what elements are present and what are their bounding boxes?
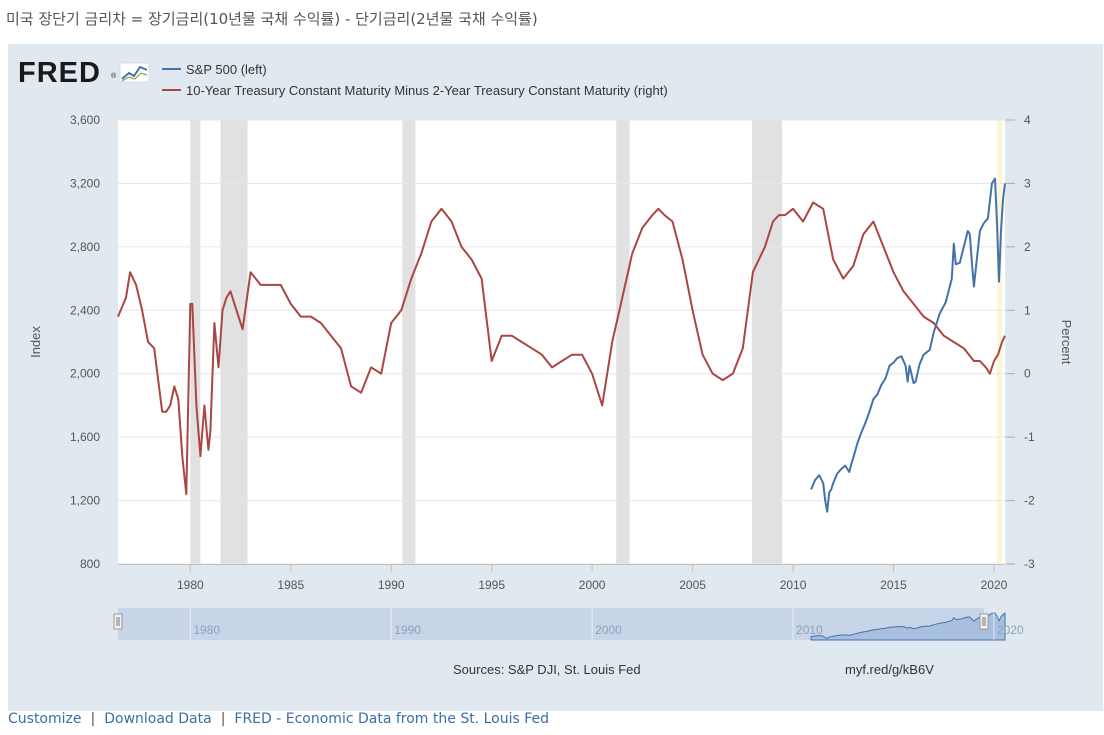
footer-separator: | [220, 711, 226, 727]
sources-text: Sources: S&P DJI, St. Louis Fed [453, 662, 641, 677]
left-tick-label: 1,200 [70, 494, 100, 508]
legend-item-sp500[interactable]: S&P 500 (left) [162, 62, 267, 77]
x-tick-label: 1985 [277, 578, 304, 592]
x-tick-label: 2010 [780, 578, 807, 592]
left-tick-label: 2,800 [70, 240, 100, 254]
right-tick-label: 4 [1024, 113, 1031, 127]
right-tick-label: 2 [1024, 240, 1031, 254]
chart-panel: FRED ® S&P 500 (left) 10-Year Treasury C… [8, 44, 1103, 711]
recession-bands [190, 120, 1002, 564]
footer-separator: | [90, 711, 96, 727]
right-tick-label: -1 [1024, 430, 1035, 444]
recession-band [616, 120, 630, 564]
customize-link[interactable]: Customize [8, 711, 82, 727]
chart-svg: FRED ® S&P 500 (left) 10-Year Treasury C… [18, 57, 1074, 677]
x-tick-label: 2020 [981, 578, 1008, 592]
x-tick-label: 2015 [880, 578, 907, 592]
x-tick-label: 2005 [679, 578, 706, 592]
navigator-selected-range[interactable] [118, 608, 984, 640]
recession-band [220, 120, 248, 564]
legend: S&P 500 (left) 10-Year Treasury Constant… [162, 62, 668, 98]
right-axis-title: Percent [1059, 320, 1074, 365]
legend-label-spread: 10-Year Treasury Constant Maturity Minus… [186, 83, 668, 98]
series-line-sp500 [810, 177, 1006, 513]
left-axis-title: Index [28, 326, 43, 358]
left-tick-label: 1,600 [70, 430, 100, 444]
fred-chart-icon [119, 62, 150, 83]
navigator-handle-right[interactable] [979, 613, 989, 630]
legend-item-spread[interactable]: 10-Year Treasury Constant Maturity Minus… [162, 83, 668, 98]
footer-links: Customize | Download Data | FRED - Economic … [8, 711, 549, 727]
left-tick-label: 2,400 [70, 303, 100, 317]
fred-trademark: ® [111, 72, 117, 80]
plot-area [118, 120, 1005, 564]
left-tick-label: 3,200 [70, 176, 100, 190]
left-tick-label: 800 [80, 557, 100, 571]
right-tick-label: 3 [1024, 176, 1031, 190]
short-url[interactable]: myf.red/g/kB6V [845, 662, 934, 677]
page-heading: 미국 장단기 금리차 = 장기금리(10년물 국채 수익률) - 단기금리(2년… [6, 10, 538, 28]
legend-label-sp500: S&P 500 (left) [186, 62, 267, 77]
navigator[interactable]: 1980 1990 2000 2010 2020 [113, 608, 1024, 641]
navigator-tick-label: 2000 [595, 623, 622, 637]
x-tick-label: 1980 [177, 578, 204, 592]
left-axis: 800 1,200 1,600 2,000 2,400 2,800 3,200 3,600 [70, 113, 100, 571]
right-tick-label: -2 [1024, 494, 1035, 508]
right-axis: -3 -2 -1 0 1 2 3 4 [1006, 113, 1035, 571]
navigator-handle-left[interactable] [113, 613, 123, 630]
x-tick-label: 1990 [378, 578, 405, 592]
download-data-link[interactable]: Download Data [104, 711, 212, 727]
recession-band [996, 120, 1002, 564]
navigator-tick-label: 1980 [193, 623, 220, 637]
x-tick-label: 2000 [579, 578, 606, 592]
recession-band [751, 120, 782, 564]
right-tick-label: 0 [1024, 367, 1031, 381]
recession-band [190, 120, 201, 564]
gridlines [118, 119, 1005, 565]
x-axis: 1980 1985 1990 1995 2000 2005 2010 2015 2020 [118, 564, 1008, 592]
right-tick-label: 1 [1024, 303, 1031, 317]
left-tick-label: 3,600 [70, 113, 100, 127]
x-tick-label: 1995 [478, 578, 505, 592]
navigator-tick-label: 2020 [997, 623, 1024, 637]
recession-band [402, 120, 416, 564]
right-tick-label: -3 [1024, 557, 1035, 571]
navigator-tick-label: 1990 [394, 623, 421, 637]
series-line-spread [117, 201, 1006, 496]
fred-home-link[interactable]: FRED - Economic Data from the St. Louis … [234, 711, 550, 727]
fred-logo[interactable]: FRED ® [18, 57, 150, 89]
navigator-ticks: 1980 1990 2000 2010 2020 [189, 608, 1024, 640]
navigator-tick-label: 2010 [796, 623, 823, 637]
left-tick-label: 2,000 [70, 367, 100, 381]
fred-logo-text: FRED [18, 57, 101, 89]
